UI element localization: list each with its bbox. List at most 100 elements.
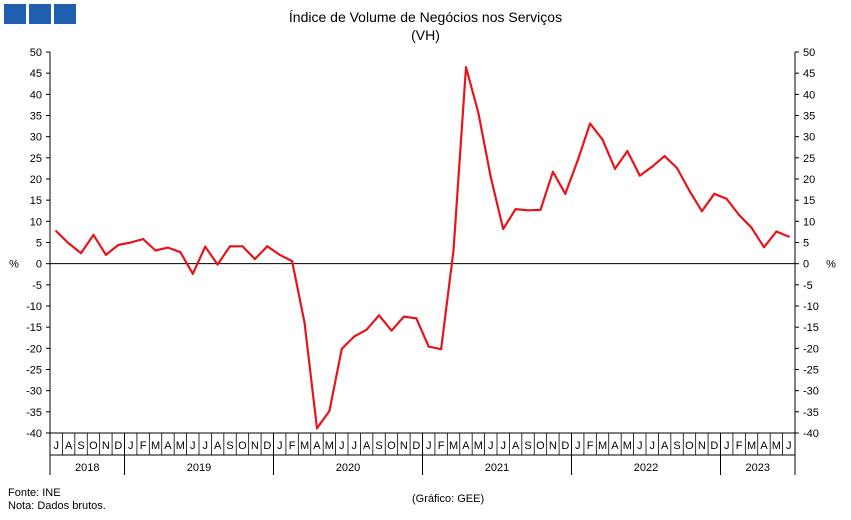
data-point — [464, 66, 468, 69]
y-tick-label-right: -5 — [803, 280, 813, 292]
data-point — [713, 192, 716, 195]
y-tick-label-right: 0 — [803, 259, 809, 271]
data-point — [166, 246, 170, 249]
x-year-label: 2020 — [336, 462, 360, 474]
y-tick-label-right: -30 — [803, 386, 819, 398]
x-month-label: D — [263, 440, 271, 452]
x-month-label: A — [214, 440, 222, 452]
x-year-label: 2022 — [634, 462, 658, 474]
data-point — [626, 149, 629, 153]
data-point — [427, 345, 430, 348]
x-month-label: N — [102, 440, 110, 452]
y-tick-label-left: 10 — [30, 216, 42, 228]
data-point — [92, 233, 95, 236]
data-point — [303, 321, 306, 324]
x-month-label: J — [277, 440, 283, 452]
x-year-label: 2019 — [187, 462, 211, 474]
data-point — [142, 238, 145, 241]
data-point — [440, 348, 443, 351]
data-point — [241, 245, 244, 248]
x-month-label: S — [524, 440, 531, 452]
x-month-label: J — [637, 440, 643, 452]
x-month-label: D — [710, 440, 718, 452]
data-point — [117, 243, 120, 247]
x-year-label: 2018 — [75, 462, 99, 474]
data-point — [315, 427, 319, 430]
data-point — [353, 335, 356, 338]
x-month-label: A — [363, 440, 371, 452]
data-point — [415, 317, 418, 320]
x-month-label: D — [412, 440, 420, 452]
x-month-label: N — [400, 440, 408, 452]
x-month-label: D — [561, 440, 569, 452]
y-tick-label-left: -35 — [26, 407, 42, 419]
data-point — [601, 138, 604, 141]
data-point — [452, 249, 455, 252]
data-point — [104, 253, 107, 256]
data-point — [55, 229, 58, 233]
y-tick-label-left: -20 — [26, 343, 42, 355]
x-month-label: A — [760, 440, 768, 452]
data-point — [278, 253, 281, 256]
data-point — [651, 165, 654, 168]
x-month-label: F — [289, 440, 296, 452]
x-month-label: M — [747, 440, 756, 452]
x-month-label: M — [449, 440, 458, 452]
x-year-label: 2021 — [485, 462, 509, 474]
data-note: Nota: Dados brutos. — [8, 500, 106, 512]
data-point — [390, 329, 393, 332]
y-tick-label-right: 40 — [803, 89, 815, 101]
data-point — [725, 197, 728, 200]
data-point — [67, 242, 70, 245]
data-point — [576, 159, 579, 162]
data-point — [738, 213, 741, 217]
x-month-label: J — [786, 440, 792, 452]
x-month-label: M — [772, 440, 781, 452]
y-tick-label-left: 0 — [36, 259, 42, 271]
data-point — [539, 208, 542, 212]
x-month-label: M — [176, 440, 185, 452]
x-month-label: S — [226, 440, 233, 452]
logo-square — [4, 4, 26, 24]
x-month-label: S — [673, 440, 680, 452]
y-tick-label-right: 35 — [803, 111, 815, 123]
y-unit-left: % — [9, 259, 19, 271]
data-point — [663, 155, 666, 158]
x-month-label: J — [339, 440, 345, 452]
data-point — [787, 235, 790, 238]
data-point — [377, 314, 381, 317]
x-month-label: J — [724, 440, 730, 452]
x-month-label: J — [649, 440, 655, 452]
x-month-label: O — [387, 440, 396, 452]
y-tick-label-right: 10 — [803, 216, 815, 228]
x-month-label: M — [151, 440, 160, 452]
y-tick-label-right: -10 — [803, 301, 819, 313]
x-month-label: O — [685, 440, 694, 452]
y-tick-label-left: 25 — [30, 153, 42, 165]
x-month-label: M — [300, 440, 309, 452]
data-point — [700, 210, 703, 213]
y-tick-label-right: -40 — [803, 428, 819, 440]
x-month-label: A — [65, 440, 73, 452]
data-point — [328, 409, 331, 413]
x-month-label: F — [736, 440, 743, 452]
data-point — [365, 328, 368, 331]
data-point — [402, 315, 405, 318]
y-tick-label-left: 15 — [30, 195, 42, 207]
x-month-label: J — [426, 440, 432, 452]
x-month-label: O — [238, 440, 247, 452]
y-tick-label-left: -10 — [26, 301, 42, 313]
data-point — [688, 189, 691, 192]
x-month-label: M — [598, 440, 607, 452]
y-tick-label-left: -40 — [26, 428, 42, 440]
data-point — [204, 245, 207, 248]
y-tick-label-left: 45 — [30, 68, 42, 80]
data-point — [613, 167, 617, 170]
x-month-label: F — [438, 440, 445, 452]
data-point — [775, 230, 778, 233]
y-tick-label-right: 45 — [803, 68, 815, 80]
y-tick-label-right: -35 — [803, 407, 819, 419]
x-month-label: J — [190, 440, 196, 452]
chart-title: Índice de Volume de Negócios nos Serviço… — [288, 9, 563, 25]
x-month-label: A — [462, 440, 470, 452]
